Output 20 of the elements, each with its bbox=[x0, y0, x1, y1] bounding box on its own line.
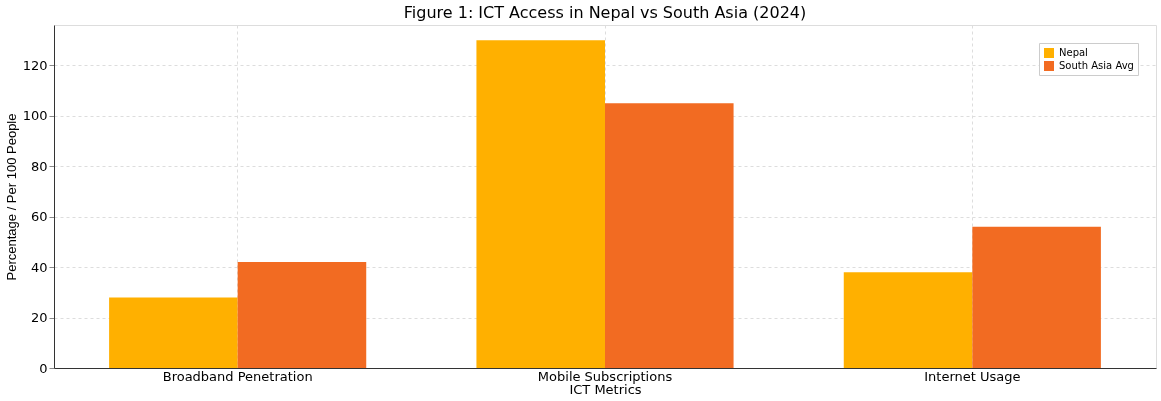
bar bbox=[476, 40, 605, 368]
x-tick-label: Broadband Penetration bbox=[162, 368, 313, 384]
y-tick-label: 0 bbox=[39, 360, 48, 376]
y-tick-label: 100 bbox=[22, 108, 48, 124]
bar bbox=[605, 103, 734, 368]
chart-title: Figure 1: ICT Access in Nepal vs South Asia (2024) bbox=[403, 3, 807, 22]
y-tick-label: 60 bbox=[30, 209, 48, 225]
y-tick-label: 20 bbox=[30, 310, 48, 326]
legend-label: Nepal bbox=[1059, 47, 1088, 58]
bar bbox=[109, 297, 238, 368]
y-tick-label: 80 bbox=[30, 158, 48, 174]
y-axis-title: Percentage / Per 100 People bbox=[3, 113, 19, 281]
y-tick-label: 120 bbox=[22, 57, 48, 73]
x-tick-label: Internet Usage bbox=[924, 368, 1021, 384]
bar bbox=[843, 272, 973, 368]
x-tick-label: Mobile Subscriptions bbox=[537, 368, 673, 384]
bar bbox=[972, 226, 1101, 368]
bar bbox=[237, 262, 367, 368]
legend-label: South Asia Avg bbox=[1059, 60, 1134, 71]
y-tick-label: 40 bbox=[30, 259, 48, 275]
